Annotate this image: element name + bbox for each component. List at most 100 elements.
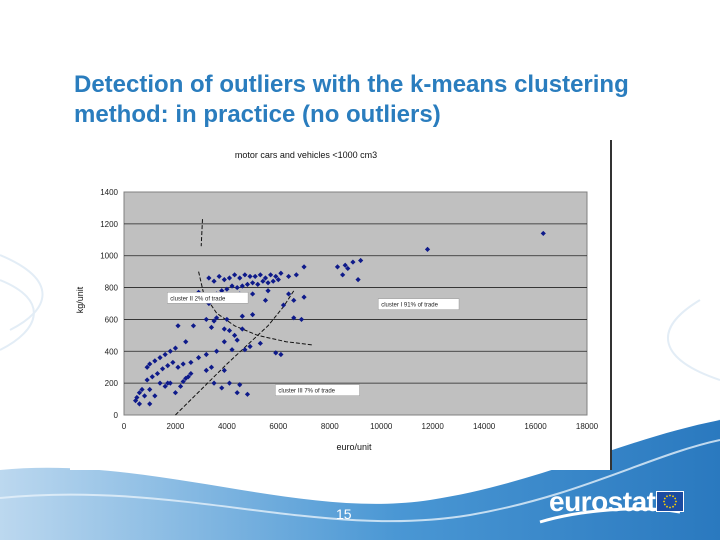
data-point bbox=[234, 390, 240, 396]
data-point bbox=[239, 313, 245, 319]
y-tick-label: 400 bbox=[105, 347, 119, 356]
annotation-box bbox=[167, 292, 249, 304]
data-point bbox=[237, 382, 243, 388]
y-tick-label: 800 bbox=[105, 284, 119, 293]
data-point bbox=[342, 262, 348, 268]
x-tick-label: 12000 bbox=[422, 422, 445, 431]
data-point bbox=[183, 339, 189, 345]
data-point bbox=[136, 401, 143, 407]
data-point bbox=[291, 315, 297, 321]
data-point bbox=[273, 273, 279, 280]
data-point bbox=[255, 281, 261, 287]
data-point bbox=[147, 361, 153, 367]
data-point bbox=[162, 351, 168, 358]
data-point bbox=[211, 318, 217, 324]
annotation-label: cluster I 91% of trade bbox=[381, 303, 438, 309]
y-tick-label: 1200 bbox=[100, 220, 118, 229]
flag-star bbox=[674, 497, 677, 500]
data-point bbox=[214, 348, 220, 354]
data-point bbox=[340, 272, 346, 278]
data-point bbox=[262, 275, 269, 281]
data-point bbox=[206, 275, 212, 281]
data-point bbox=[139, 386, 145, 393]
data-point bbox=[237, 275, 243, 281]
data-point bbox=[180, 361, 186, 367]
data-point bbox=[144, 377, 150, 383]
x-tick-label: 0 bbox=[122, 422, 127, 431]
data-point bbox=[219, 288, 225, 294]
y-axis-ticks: 0 200 400 600 800 1000 1200 1400 bbox=[100, 188, 118, 420]
flag-star bbox=[672, 505, 674, 508]
data-point bbox=[167, 348, 173, 354]
data-point bbox=[175, 323, 181, 329]
data-point bbox=[250, 280, 256, 286]
footer-wave-highlight bbox=[0, 439, 720, 523]
chart-svg: motor cars and vehicles <1000 cm3 cluste… bbox=[75, 140, 612, 470]
data-point bbox=[239, 326, 245, 332]
data-point bbox=[144, 364, 150, 370]
data-point bbox=[265, 280, 271, 286]
data-point bbox=[229, 283, 235, 289]
flag-star bbox=[663, 500, 665, 503]
data-point bbox=[147, 386, 153, 393]
data-point bbox=[180, 378, 186, 385]
data-point bbox=[298, 316, 305, 323]
cluster-annotations: cluster II 2% of trade cluster I 91% of t… bbox=[167, 292, 460, 396]
flag-star bbox=[669, 494, 671, 497]
data-point bbox=[424, 246, 431, 252]
data-point bbox=[250, 291, 256, 297]
eurostat-logo: eurostat bbox=[549, 486, 656, 517]
annotation-box bbox=[275, 384, 360, 396]
x-axis-label: euro/unit bbox=[336, 442, 372, 452]
flag-star bbox=[666, 495, 668, 498]
flag-star bbox=[663, 503, 666, 506]
y-axis-label: kg/unit bbox=[75, 286, 85, 313]
data-point bbox=[226, 275, 233, 281]
slide-title: Detection of outliers with the k-means c… bbox=[74, 71, 629, 128]
footer-wave bbox=[0, 420, 720, 540]
x-tick-label: 6000 bbox=[269, 422, 287, 431]
y-tick-label: 200 bbox=[105, 379, 119, 388]
data-point bbox=[221, 326, 227, 332]
flag-star bbox=[675, 500, 677, 503]
chart-right-border bbox=[610, 140, 612, 470]
data-point bbox=[208, 364, 215, 370]
annotation-label: cluster III 7% of trade bbox=[278, 389, 335, 395]
data-point bbox=[265, 288, 271, 294]
data-point bbox=[211, 278, 217, 284]
x-tick-label: 18000 bbox=[576, 422, 599, 431]
data-point bbox=[152, 393, 158, 399]
y-tick-label: 0 bbox=[114, 411, 119, 420]
data-point bbox=[203, 351, 209, 358]
data-point bbox=[244, 391, 251, 397]
flag-star bbox=[669, 506, 671, 509]
annotation-label: cluster II 2% of trade bbox=[170, 296, 226, 302]
page-number: 15 bbox=[336, 506, 352, 522]
annotation-box bbox=[377, 298, 460, 310]
y-tick-label: 1000 bbox=[100, 252, 118, 261]
flag-star bbox=[674, 503, 677, 506]
data-point bbox=[247, 343, 253, 350]
x-tick-label: 2000 bbox=[167, 422, 185, 431]
data-point bbox=[221, 339, 227, 345]
x-tick-label: 14000 bbox=[473, 422, 496, 431]
scatter-chart: motor cars and vehicles <1000 cm3 cluste… bbox=[70, 140, 612, 470]
x-tick-label: 16000 bbox=[524, 422, 547, 431]
data-point bbox=[242, 347, 248, 353]
data-point bbox=[229, 347, 235, 353]
x-tick-label: 4000 bbox=[218, 422, 236, 431]
x-tick-label: 10000 bbox=[370, 422, 393, 431]
data-point bbox=[132, 398, 139, 404]
data-point bbox=[175, 364, 181, 370]
data-point bbox=[540, 230, 546, 237]
flag-star bbox=[666, 505, 668, 508]
data-point bbox=[239, 283, 245, 289]
cluster-boundary bbox=[198, 271, 312, 346]
chart-title: motor cars and vehicles <1000 cm3 bbox=[235, 150, 377, 160]
x-axis-ticks: 0 2000 4000 6000 8000 10000 12000 14000 16000 180… bbox=[122, 422, 599, 431]
data-point bbox=[159, 366, 166, 372]
y-tick-label: 600 bbox=[105, 315, 119, 324]
data-point bbox=[280, 302, 287, 308]
data-point bbox=[147, 401, 153, 407]
data-point bbox=[358, 257, 364, 264]
